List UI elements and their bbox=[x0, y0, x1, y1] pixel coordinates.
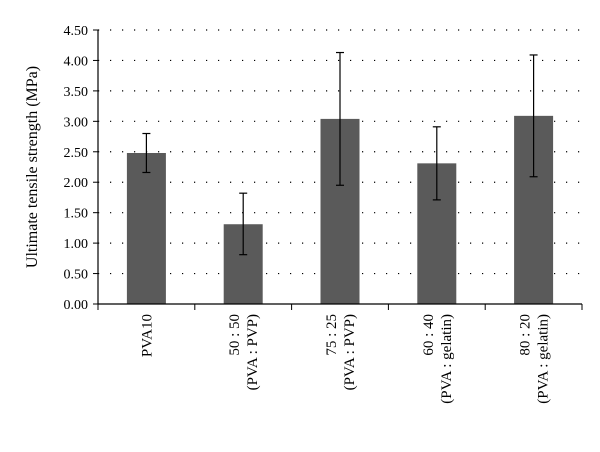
error-bars bbox=[142, 51, 538, 256]
y-axis-title: Ultimate tensile strength (MPa) bbox=[24, 66, 41, 268]
x-category-label: 80 : 20 bbox=[518, 314, 534, 356]
x-category-label: (PVA : gelatin) bbox=[439, 314, 455, 404]
x-category-label: 60 : 40 bbox=[421, 314, 437, 356]
x-category-labels: PVA10 50 : 50 (PVA : PVP) 75 : 25 (PVA : PVP… bbox=[139, 314, 551, 404]
x-category-label: 50 : 50 bbox=[227, 314, 243, 356]
y-tick-label: 4.50 bbox=[64, 24, 89, 39]
y-tick-label: 0.00 bbox=[64, 298, 89, 313]
y-tick-label: 2.50 bbox=[64, 146, 89, 161]
x-category-label: (PVA : PVP) bbox=[245, 314, 261, 390]
y-tick-label: 0.50 bbox=[64, 268, 89, 283]
y-tick-labels: 0.00 0.50 1.00 1.50 2.00 2.50 3.00 3.50 4.00 4.50 bbox=[64, 24, 89, 313]
x-category-label: (PVA : gelatin) bbox=[536, 314, 552, 404]
y-tick-label: 1.00 bbox=[64, 237, 89, 252]
y-tick-label: 2.00 bbox=[64, 176, 89, 191]
gridlines bbox=[93, 29, 582, 305]
y-tick-label: 3.00 bbox=[64, 115, 89, 130]
x-category-label: (PVA : PVP) bbox=[342, 314, 358, 390]
x-category-label: 75 : 25 bbox=[324, 314, 340, 356]
axes bbox=[97, 30, 583, 310]
x-category-label: PVA10 bbox=[139, 314, 155, 357]
bar bbox=[126, 152, 166, 304]
y-tick-label: 4.00 bbox=[64, 54, 89, 69]
y-tick-label: 3.50 bbox=[64, 85, 89, 100]
y-tick-label: 1.50 bbox=[64, 207, 89, 222]
bars bbox=[126, 115, 554, 304]
